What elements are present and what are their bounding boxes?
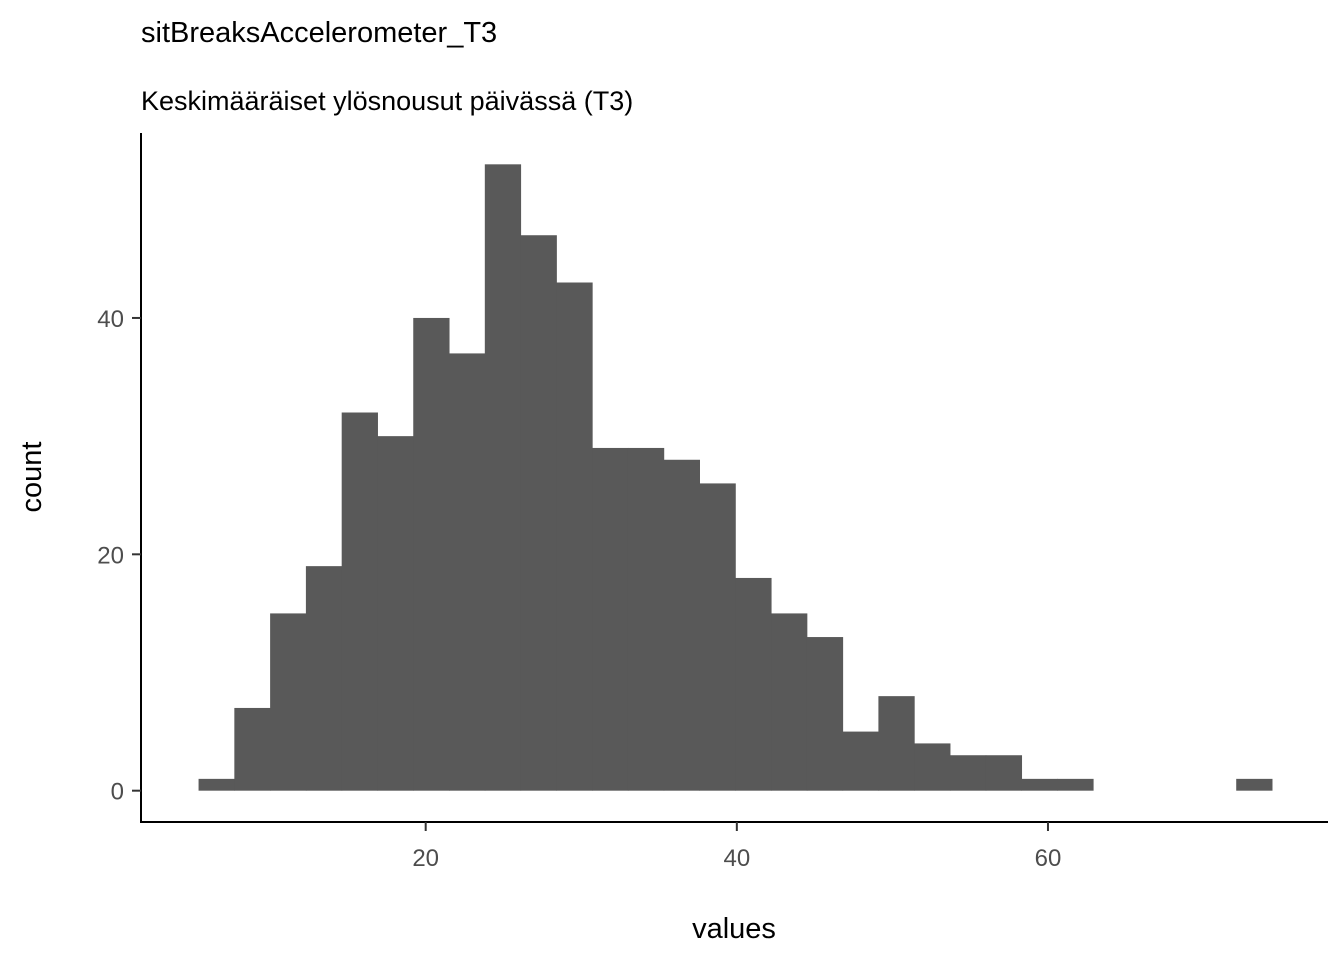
x-tick-label: 40 — [723, 845, 750, 872]
histogram-bar — [1236, 778, 1273, 791]
histogram-bar — [198, 778, 235, 791]
histogram-bar — [1057, 778, 1094, 791]
y-axis-label: count — [16, 442, 48, 513]
histogram-bar — [341, 412, 378, 791]
chart-subtitle: Keskimääräiset ylösnousut päivässä (T3) — [141, 86, 633, 116]
histogram-bar — [663, 459, 700, 791]
histogram-bar — [627, 447, 665, 791]
histogram-bar — [520, 235, 557, 791]
x-axis-ticks: 20 40 60 — [412, 822, 1061, 872]
histogram-bar — [806, 637, 844, 791]
y-axis-ticks: 0 20 40 — [97, 306, 141, 806]
histogram-bar — [985, 755, 1023, 791]
histogram-bar — [878, 696, 915, 791]
y-tick-label: 0 — [111, 779, 124, 806]
histogram-bar — [234, 707, 271, 791]
histogram-bar — [413, 317, 450, 791]
x-tick-label: 60 — [1035, 845, 1062, 872]
histogram-bar — [270, 613, 307, 791]
histogram-bar — [592, 447, 629, 791]
histogram-bar — [484, 164, 522, 791]
histogram-bar — [949, 755, 987, 791]
x-tick-label: 20 — [412, 845, 439, 872]
histogram-bar — [556, 282, 593, 791]
chart-title: sitBreaksAccelerometer_T3 — [141, 17, 497, 49]
histogram-bars — [198, 164, 1273, 791]
y-tick-label: 20 — [97, 542, 124, 569]
histogram-bar — [305, 566, 343, 791]
histogram-bar — [449, 353, 486, 791]
histogram-bar — [1021, 778, 1058, 791]
y-tick-label: 40 — [97, 306, 124, 333]
histogram-bar — [914, 743, 951, 791]
histogram-bar — [842, 731, 879, 791]
histogram-bar — [735, 577, 772, 791]
histogram-bar — [771, 613, 808, 791]
histogram-bar — [699, 483, 736, 791]
histogram-bar — [377, 436, 414, 791]
x-axis-label: values — [692, 913, 776, 945]
